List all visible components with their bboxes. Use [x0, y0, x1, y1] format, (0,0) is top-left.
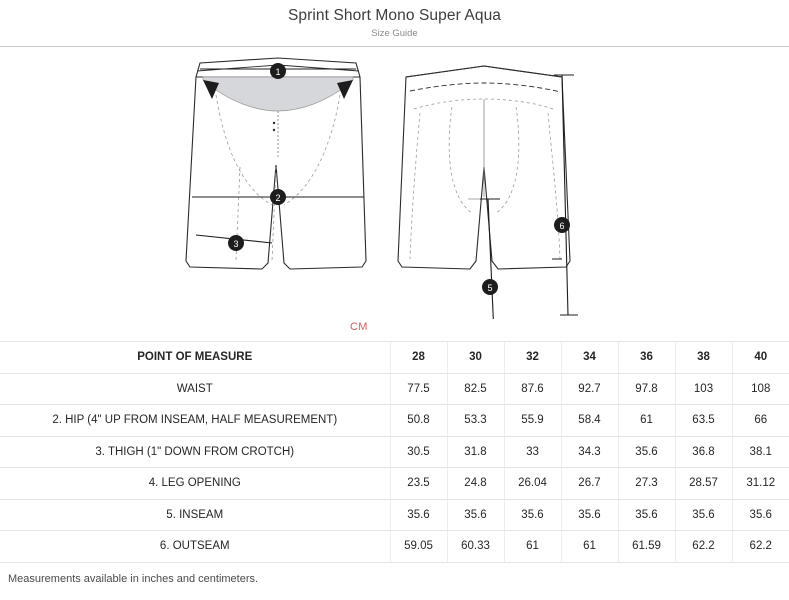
cell-value: 61 [503, 530, 561, 563]
cell-value: 60.33 [446, 530, 504, 563]
size-chart-head: POINT OF MEASURE 28 30 32 34 36 38 40 [0, 341, 789, 374]
page-title: Sprint Short Mono Super Aqua [287, 7, 502, 24]
cell-value: 35.6 [389, 499, 447, 531]
cell-value: 31.8 [446, 436, 504, 468]
cell-value: 38.1 [731, 436, 789, 468]
svg-text:1: 1 [275, 67, 280, 77]
cell-value: 35.6 [731, 499, 789, 531]
cell-value: 53.3 [446, 404, 504, 437]
row-label: 2. HIP (4" UP FROM INSEAM, HALF MEASUREM… [0, 404, 390, 437]
cell-value: 26.04 [503, 467, 561, 500]
callout-2: 2 [270, 189, 286, 205]
cell-value: 58.4 [560, 404, 618, 437]
row-label: 5. INSEAM [0, 499, 390, 531]
svg-text:3: 3 [233, 239, 238, 249]
size-header-34: 34 [560, 341, 618, 374]
table-row: 4. LEG OPENING 23.5 24.8 26.04 26.7 27.3… [0, 467, 789, 500]
measurements-footnote: Measurements available in inches and cen… [8, 572, 259, 585]
row-label: 6. OUTSEAM [0, 530, 390, 563]
cell-value: 55.9 [503, 404, 561, 437]
cell-value: 34.3 [560, 436, 618, 468]
row-label: 4. LEG OPENING [0, 467, 390, 500]
size-header-38: 38 [674, 341, 732, 374]
point-of-measure-header: POINT OF MEASURE [0, 341, 390, 374]
callout-3: 3 [228, 235, 244, 251]
cell-value: 63.5 [674, 404, 732, 437]
cell-value: 87.6 [503, 373, 561, 405]
cell-value: 35.6 [617, 499, 675, 531]
unit-row: CM [0, 319, 789, 341]
svg-text:2: 2 [275, 193, 280, 203]
size-chart-body: WAIST 77.5 82.5 87.6 92.7 97.8 103 108 2… [0, 373, 789, 563]
cell-value: 35.6 [674, 499, 732, 531]
cell-value: 97.8 [617, 373, 675, 405]
header-divider [0, 46, 789, 47]
size-chart-table: POINT OF MEASURE 28 30 32 34 36 38 40 WA… [0, 341, 789, 563]
cell-value: 77.5 [389, 373, 447, 405]
row-label: WAIST [0, 373, 390, 405]
cell-value: 103 [674, 373, 732, 405]
cell-value: 108 [731, 373, 789, 405]
cell-value: 23.5 [389, 467, 447, 500]
table-row: 6. OUTSEAM 59.05 60.33 61 61 61.59 62.2 … [0, 530, 789, 563]
size-header-36: 36 [617, 341, 675, 374]
table-row: 2. HIP (4" UP FROM INSEAM, HALF MEASUREM… [0, 404, 789, 437]
cell-value: 28.57 [674, 467, 732, 500]
cell-value: 27.3 [617, 467, 675, 500]
table-row: 5. INSEAM 35.6 35.6 35.6 35.6 35.6 35.6 … [0, 499, 789, 531]
cell-value: 61.59 [617, 530, 675, 563]
cell-value: 59.05 [389, 530, 447, 563]
cell-value: 24.8 [446, 467, 504, 500]
page-header: Sprint Short Mono Super Aqua Size Guide [0, 0, 789, 47]
cell-value: 26.7 [560, 467, 618, 500]
cell-value: 35.6 [446, 499, 504, 531]
cell-value: 62.2 [731, 530, 789, 563]
size-header-30: 30 [446, 341, 504, 374]
cell-value: 36.8 [674, 436, 732, 468]
callout-6: 6 [554, 217, 570, 233]
size-header-40: 40 [731, 341, 789, 374]
cell-value: 66 [731, 404, 789, 437]
cell-value: 33 [503, 436, 561, 468]
row-label: 3. THIGH (1" DOWN FROM CROTCH) [0, 436, 390, 468]
cell-value: 61 [617, 404, 675, 437]
svg-text:6: 6 [559, 221, 564, 231]
svg-text:5: 5 [487, 283, 492, 293]
cell-value: 62.2 [674, 530, 732, 563]
page-subtitle: Size Guide [371, 28, 418, 39]
cell-value: 30.5 [389, 436, 447, 468]
cell-value: 35.6 [503, 499, 561, 531]
unit-label: CM [350, 321, 368, 333]
shorts-back-illustration [397, 65, 578, 319]
garment-diagrams: 1 2 3 4 [0, 47, 789, 319]
shorts-front-illustration [185, 57, 367, 270]
size-header-28: 28 [389, 341, 447, 374]
table-header-row: POINT OF MEASURE 28 30 32 34 36 38 40 [0, 341, 789, 374]
cell-value: 35.6 [560, 499, 618, 531]
table-row: WAIST 77.5 82.5 87.6 92.7 97.8 103 108 [0, 373, 789, 405]
cell-value: 82.5 [446, 373, 504, 405]
size-header-32: 32 [503, 341, 561, 374]
cell-value: 35.6 [617, 436, 675, 468]
callout-1: 1 [270, 63, 286, 79]
table-row: 3. THIGH (1" DOWN FROM CROTCH) 30.5 31.8… [0, 436, 789, 468]
cell-value: 92.7 [560, 373, 618, 405]
callout-5: 5 [482, 279, 498, 295]
cell-value: 61 [560, 530, 618, 563]
cell-value: 31.12 [731, 467, 789, 500]
cell-value: 50.8 [389, 404, 447, 437]
